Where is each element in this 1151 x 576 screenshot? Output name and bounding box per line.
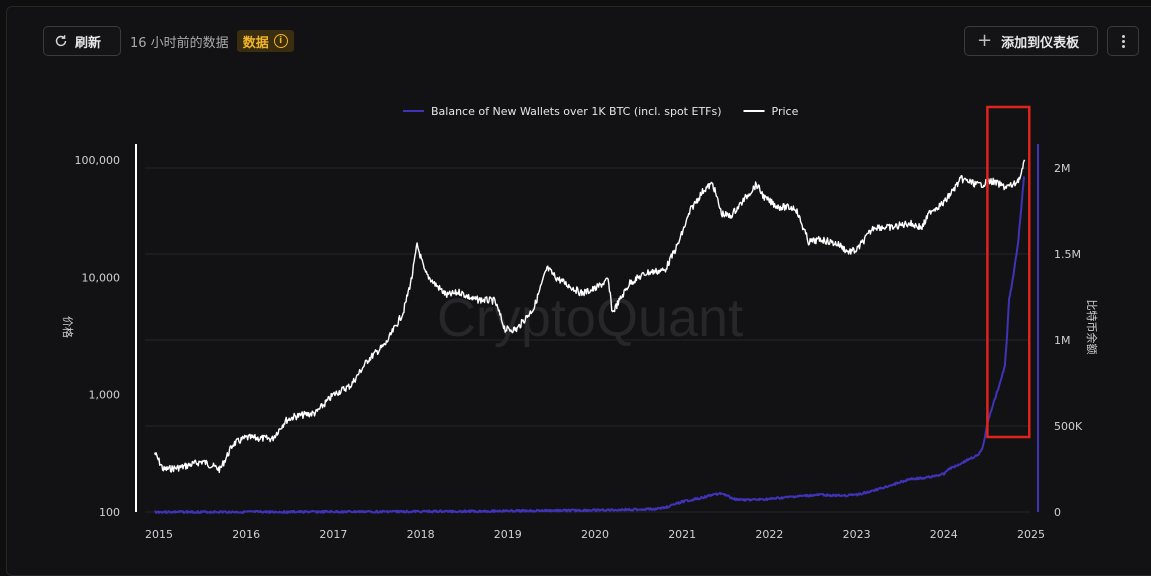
x-tick-label: 2016 — [232, 528, 260, 541]
x-tick-label: 2020 — [581, 528, 609, 541]
x-tick-label: 2025 — [1017, 528, 1045, 541]
x-tick-label: 2018 — [407, 528, 435, 541]
right-tick-label: 2M — [1054, 162, 1071, 175]
price-line — [153, 159, 1026, 474]
series-lines — [153, 159, 1026, 514]
left-tick-label: 10,000 — [82, 271, 121, 284]
info-icon: i — [273, 34, 288, 48]
x-tick-label: 2024 — [930, 528, 958, 541]
add-to-dashboard-label: 添加到仪表板 — [1001, 35, 1080, 51]
toolbar: 刷新 16 小时前的数据 数据 i — [43, 26, 294, 56]
highlight-box — [986, 105, 1031, 439]
x-tick-label: 2019 — [494, 528, 522, 541]
legend-entry[interactable]: Price — [772, 105, 799, 118]
watermark: CryptoQuant — [437, 288, 743, 348]
left-tick-label: 100 — [99, 506, 120, 519]
chart: CryptoQuant Balance of New Wallets over … — [61, 105, 1099, 541]
left-tick-label: 100,000 — [75, 154, 121, 167]
right-axis-ticks: 2M 1.5M 1M 500K 0 — [1054, 162, 1083, 519]
last-updated-text: 16 小时前的数据 — [130, 35, 229, 51]
left-axis-ticks: 100,000 10,000 1,000 100 — [75, 154, 121, 519]
x-axis-ticks: 2015 2016 2017 2018 2019 2020 2021 2022 2023 2024… — [145, 528, 1045, 541]
right-axis-label: 比特币余额 — [1085, 300, 1099, 355]
legend-entry[interactable]: Balance of New Wallets over 1K BTC (incl… — [431, 105, 722, 118]
x-tick-label: 2022 — [755, 528, 783, 541]
left-axis-label: 价格 — [61, 316, 75, 338]
legend: Balance of New Wallets over 1K BTC (incl… — [403, 105, 799, 118]
x-tick-label: 2021 — [668, 528, 696, 541]
x-tick-label: 2017 — [319, 528, 347, 541]
balance-line — [154, 176, 1025, 514]
x-tick-label: 2023 — [843, 528, 871, 541]
refresh-label: 刷新 — [75, 35, 102, 51]
refresh-button[interactable]: 刷新 — [43, 26, 121, 56]
annotations — [986, 105, 1031, 439]
add-to-dashboard-button[interactable]: + 添加到仪表板 — [964, 26, 1098, 56]
more-options-button[interactable] — [1107, 26, 1139, 56]
data-badge[interactable]: 数据 i — [236, 30, 294, 52]
right-tick-label: 1M — [1054, 334, 1071, 347]
plus-icon: + — [977, 30, 993, 51]
right-tick-label: 500K — [1054, 420, 1083, 433]
right-tick-label: 1.5M — [1054, 248, 1081, 261]
data-badge-label: 数据 — [242, 35, 269, 51]
left-tick-label: 1,000 — [89, 389, 121, 402]
grid-lines — [145, 167, 1030, 513]
refresh-icon — [55, 35, 67, 47]
x-tick-label: 2015 — [145, 528, 173, 541]
more-vertical-icon — [1121, 34, 1125, 48]
right-tick-label: 0 — [1054, 506, 1061, 519]
